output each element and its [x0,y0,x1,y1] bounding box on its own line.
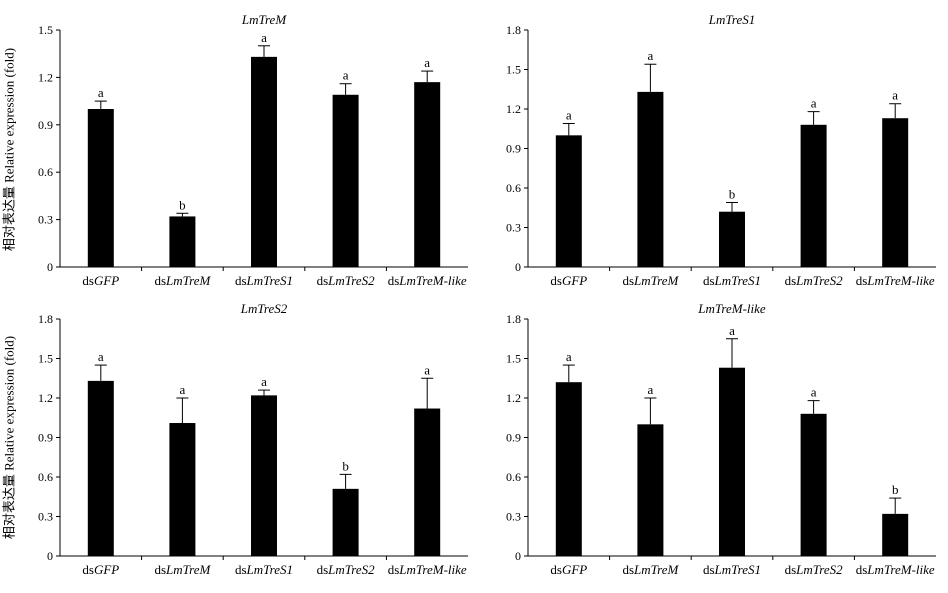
y-tick-label: 0.3 [38,213,53,227]
category-label: dsLmTreM-like [856,562,935,577]
y-tick-label: 1.5 [506,63,521,77]
y-tick-label: 0.6 [506,470,521,484]
chart-title: LmTreM-like [697,301,766,316]
chart-title: LmTreS2 [240,301,288,316]
y-tick-label: 0 [515,260,521,274]
bar [87,380,114,556]
bar [169,216,196,267]
significance-label: a [424,55,430,70]
y-tick-label: 0.3 [506,221,521,235]
chart-title: LmTreS1 [708,12,755,27]
bar [882,513,909,556]
significance-label: a [180,382,186,397]
significance-label: b [729,186,736,201]
significance-label: a [648,48,654,63]
bar [719,367,745,556]
bar [637,424,664,556]
y-tick-label: 1.2 [506,102,521,116]
bar [800,413,827,556]
category-label: dsLmTreS1 [703,562,761,577]
bar [414,82,441,267]
y-tick-label: 1.5 [506,352,521,366]
bar [719,211,745,267]
category-label: dsLmTreS1 [703,273,761,288]
y-axis-label-bottom: 相对表达量 Relative expression (fold) [1,335,17,540]
y-tick-label: 1.8 [506,23,521,37]
y-tick-label: 1.5 [38,352,53,366]
bar [882,118,909,267]
significance-label: a [729,323,735,338]
category-label: dsLmTreS1 [235,273,293,288]
significance-label: b [892,482,899,497]
category-label: dsGFP [550,273,587,288]
bar [637,91,664,267]
significance-label: a [566,107,572,122]
y-tick-label: 1.2 [506,391,521,405]
category-label: dsLmTreM-like [856,273,935,288]
bar [87,109,114,267]
y-tick-label: 0.6 [506,181,521,195]
significance-label: a [566,349,572,364]
y-tick-label: 1.8 [38,312,53,326]
category-label: dsLmTreM [622,273,679,288]
category-label: dsLmTreS1 [235,562,293,577]
y-tick-label: 1.5 [38,23,53,37]
y-tick-label: 0.3 [38,510,53,524]
y-tick-label: 0.9 [506,142,521,156]
category-label: dsGFP [82,273,119,288]
bar [555,135,582,267]
significance-label: b [342,458,349,473]
y-tick-label: 0 [47,260,53,274]
significance-label: a [98,85,104,100]
y-axis-label-top: 相对表达量 Relative expression (fold) [1,47,17,252]
category-label: dsLmTreM-like [388,273,467,288]
bar [800,124,827,267]
category-label: dsLmTreS2 [317,562,376,577]
significance-label: a [424,362,430,377]
y-tick-label: 0.9 [38,431,53,445]
y-tick-label: 0 [515,549,521,563]
significance-label: a [343,68,349,83]
significance-label: a [892,88,898,103]
y-tick-label: 0.9 [506,431,521,445]
significance-label: a [261,30,267,45]
category-label: dsLmTreM [154,273,211,288]
significance-label: a [811,385,817,400]
significance-label: a [98,349,104,364]
y-tick-label: 0.6 [38,165,53,179]
y-tick-label: 1.2 [38,391,53,405]
bar [555,382,582,556]
category-label: dsLmTreS2 [785,562,844,577]
significance-label: a [648,382,654,397]
bar [332,488,359,556]
y-tick-label: 1.2 [38,70,53,84]
bar [169,423,196,556]
category-label: dsLmTreS2 [785,273,844,288]
y-tick-label: 0.6 [38,470,53,484]
bar [414,408,441,556]
y-tick-label: 0 [47,549,53,563]
category-label: dsLmTreS2 [317,273,376,288]
y-tick-label: 0.9 [38,118,53,132]
significance-label: a [261,374,267,389]
category-label: dsGFP [82,562,119,577]
significance-label: b [179,197,186,212]
bar [251,56,277,267]
y-tick-label: 0.3 [506,510,521,524]
bar [251,395,277,556]
category-label: dsLmTreM [154,562,211,577]
y-tick-label: 1.8 [506,312,521,326]
category-label: dsLmTreM [622,562,679,577]
chart-title: LmTreM [241,12,287,27]
significance-label: a [811,96,817,111]
category-label: dsGFP [550,562,587,577]
bar [332,94,359,267]
category-label: dsLmTreM-like [388,562,467,577]
